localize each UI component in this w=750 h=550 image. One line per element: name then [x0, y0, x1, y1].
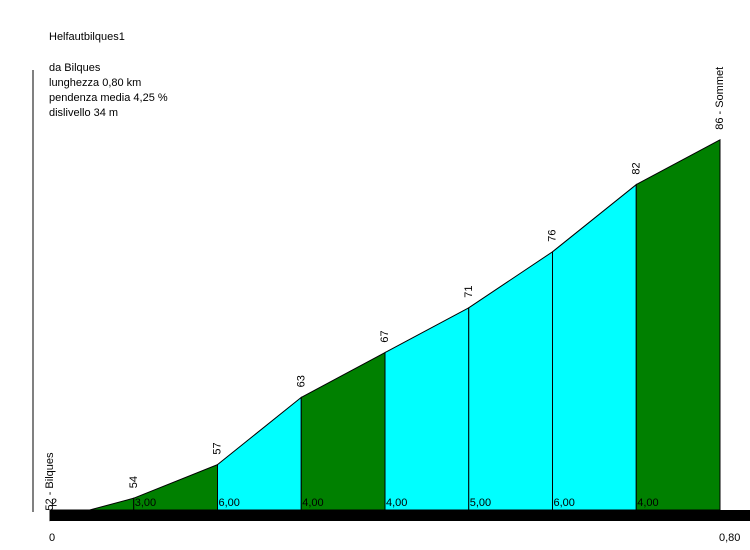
segment-gradient-label-2: 3,00 [135, 497, 156, 509]
segment-gradient-label-5: 4,00 [386, 497, 407, 509]
elevation-label-2: 54 [128, 476, 140, 488]
elevation-label-3: 57 [212, 442, 224, 454]
avg-gradient-text: pendenza media 4,25 % [49, 92, 168, 104]
profile-segment-6 [468, 250, 553, 511]
segment-gradient-label-7: 6,00 [554, 497, 575, 509]
elevation-label-9: 86 - Sommet [714, 67, 726, 130]
segments-layer [49, 138, 721, 522]
segment-gradient-label-4: 4,00 [302, 497, 323, 509]
segment-gradient-label-3: 6,00 [219, 497, 240, 509]
x-axis-start-label: 0 [49, 532, 55, 544]
chart-title: Helfautbilques1 [49, 31, 125, 43]
baseline-bar [50, 510, 750, 521]
profile-segment-5 [384, 306, 470, 511]
profile-segment-3 [217, 396, 302, 511]
elevation-label-8: 82 [630, 162, 642, 174]
labels-layer: 2 3,00 6,00 4,00 4,00 5,00 6,00 4,00 52 - Bilque… [44, 67, 726, 511]
elevation-label-7: 76 [547, 230, 559, 242]
elevation-label-5: 67 [379, 330, 391, 342]
profile-segment-8 [635, 138, 721, 511]
x-axis-end-label: 0,80 [719, 532, 740, 544]
profile-segment-4 [300, 351, 386, 511]
profile-segment-7 [552, 183, 637, 511]
elevation-label-4: 63 [295, 375, 307, 387]
segment-gradient-label-1: 2 [51, 497, 57, 509]
segment-gradient-label-6: 5,00 [470, 497, 491, 509]
elevation-gain-text: dislivello 34 m [49, 107, 119, 119]
length-text: lunghezza 0,80 km [49, 77, 142, 89]
start-point-text: da Bilques [49, 62, 101, 74]
elevation-label-6: 71 [463, 286, 475, 298]
elevation-label-1: 52 - Bilques [44, 452, 56, 511]
segment-gradient-label-8: 4,00 [637, 497, 658, 509]
